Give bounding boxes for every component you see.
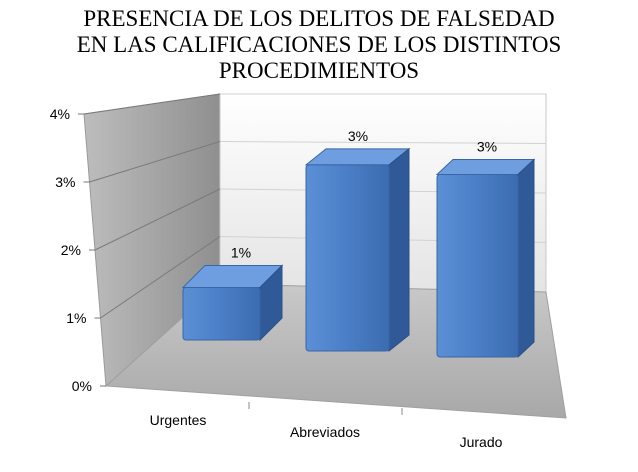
y-tick-label: 4% <box>50 106 70 122</box>
y-tick-label: 1% <box>66 310 86 326</box>
data-labels: 1% 3% 3% <box>231 128 497 261</box>
gridline-side <box>94 188 221 251</box>
bar-top <box>435 159 536 175</box>
category-label: Urgentes <box>150 412 207 428</box>
y-tick-label: 0% <box>72 378 92 394</box>
bars <box>181 147 536 359</box>
y-axis: 0% 1% 2% 3% 4% <box>50 106 106 394</box>
bar-jurado <box>436 174 519 358</box>
data-label: 3% <box>477 139 497 155</box>
category-label: Jurado <box>460 434 503 450</box>
y-tick-label: 3% <box>55 174 75 190</box>
gridline-back <box>219 141 547 144</box>
data-label: 3% <box>348 128 368 144</box>
chart-title: PRESENCIA DE LOS DELITOS DE FALSEDAD EN … <box>76 6 562 83</box>
x-axis: Urgentes Abreviados Jurado <box>150 402 503 450</box>
bar-side <box>517 158 535 359</box>
bar-side <box>388 147 410 353</box>
gridline-side <box>89 141 221 183</box>
bar-urgentes <box>182 286 261 341</box>
data-label: 1% <box>231 244 251 260</box>
gridline-side <box>83 93 221 115</box>
y-tick-label: 2% <box>61 242 81 258</box>
gridline-side <box>100 236 221 319</box>
bar-abreviados <box>305 164 390 352</box>
category-label: Abreviados <box>290 424 360 440</box>
